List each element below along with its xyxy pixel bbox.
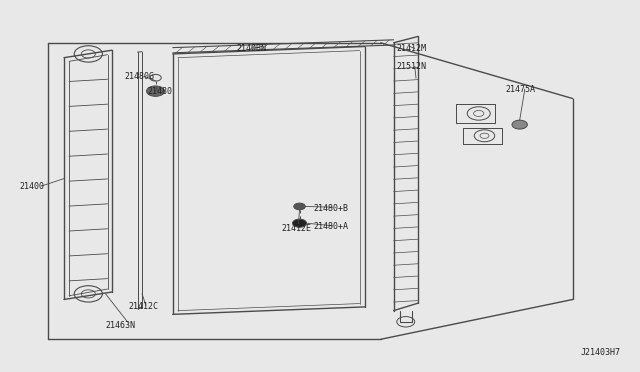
Text: 21480G: 21480G xyxy=(125,72,155,81)
Text: 21412C: 21412C xyxy=(128,302,158,311)
Text: 21412E: 21412E xyxy=(282,224,312,233)
Text: 21475A: 21475A xyxy=(506,85,536,94)
Text: 21400: 21400 xyxy=(19,182,44,190)
Text: 21463N: 21463N xyxy=(106,321,136,330)
Circle shape xyxy=(294,203,305,210)
Text: 21480+B: 21480+B xyxy=(314,204,349,213)
Circle shape xyxy=(147,86,164,96)
Text: 21512N: 21512N xyxy=(397,62,427,71)
Circle shape xyxy=(512,120,527,129)
Text: 21412M: 21412M xyxy=(397,44,427,53)
Text: 21480+A: 21480+A xyxy=(314,222,349,231)
Text: 2140BN: 2140BN xyxy=(237,44,267,53)
Text: J21403H7: J21403H7 xyxy=(581,348,621,357)
Text: 21480: 21480 xyxy=(147,87,172,96)
Circle shape xyxy=(292,219,307,227)
